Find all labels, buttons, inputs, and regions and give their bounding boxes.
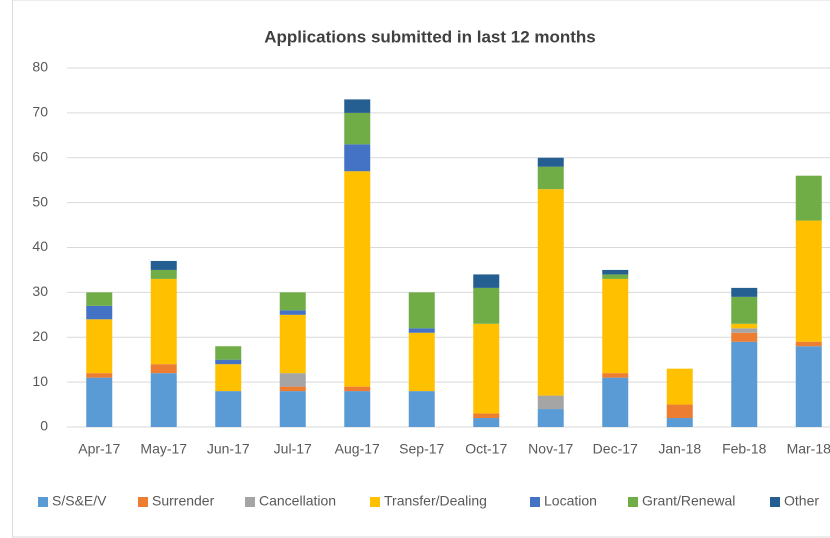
bar-segment: [344, 391, 371, 427]
bar-segment: [408, 391, 435, 427]
x-tick-label: Oct-17: [465, 441, 507, 457]
bar-segment: [408, 292, 435, 329]
bar-segment: [344, 99, 371, 113]
bar-segment: [150, 260, 177, 270]
bar-segment: [150, 364, 177, 374]
bar-segment: [602, 274, 629, 279]
chart-border: [12, 0, 830, 538]
legend-label: S/S&E/V: [52, 493, 107, 509]
bar-segment: [602, 278, 629, 374]
bar-segment: [473, 413, 500, 419]
bar-segment: [215, 359, 242, 365]
bar-segment: [408, 332, 435, 392]
bar-segment: [795, 175, 822, 221]
bar-segment: [602, 377, 629, 427]
bar-segment: [473, 274, 500, 288]
y-tick-label: 0: [40, 418, 48, 434]
bar-segment: [537, 166, 564, 190]
chart-title: Applications submitted in last 12 months: [264, 27, 596, 46]
bar-segment: [86, 377, 113, 427]
y-tick-label: 80: [32, 59, 48, 75]
x-tick-label: Nov-17: [528, 441, 573, 457]
bar-segment: [279, 386, 306, 392]
bar-segment: [473, 418, 500, 427]
legend-label: Surrender: [152, 493, 215, 509]
y-tick-label: 40: [32, 238, 48, 254]
bar-segment: [666, 368, 693, 405]
bar-segment: [795, 346, 822, 427]
bar-segment: [602, 373, 629, 378]
y-tick-label: 30: [32, 283, 48, 299]
bar-segment: [731, 328, 758, 333]
bar-segment: [795, 220, 822, 342]
bar-segment: [279, 391, 306, 427]
bar-segment: [537, 189, 564, 396]
x-tick-label: Apr-17: [78, 441, 120, 457]
legend-label: Cancellation: [259, 493, 336, 509]
bar-segment: [731, 341, 758, 427]
x-tick-label: Jul-17: [274, 441, 312, 457]
legend-swatch: [370, 497, 380, 507]
legend-swatch: [770, 497, 780, 507]
bar-segment: [731, 323, 758, 329]
bar-segment: [150, 269, 177, 279]
x-tick-label: Mar-18: [787, 441, 830, 457]
y-tick-label: 60: [32, 148, 48, 164]
legend-swatch: [38, 497, 48, 507]
bar-segment: [344, 386, 371, 392]
bar-segment: [86, 305, 113, 320]
bar-segment: [86, 319, 113, 374]
y-tick-label: 10: [32, 373, 48, 389]
x-tick-label: Feb-18: [722, 441, 767, 457]
x-tick-label: Jan-18: [658, 441, 701, 457]
x-tick-label: Aug-17: [335, 441, 380, 457]
legend-swatch: [138, 497, 148, 507]
bar-segment: [150, 373, 177, 427]
bar-segment: [731, 332, 758, 342]
bar-segment: [344, 171, 371, 387]
bar-segment: [537, 157, 564, 167]
bar-segment: [666, 418, 693, 427]
bar-segment: [408, 328, 435, 333]
bar-segment: [86, 373, 113, 378]
legend-label: Other: [784, 493, 819, 509]
bar-segment: [344, 144, 371, 172]
bar-segment: [279, 314, 306, 374]
bar-segment: [731, 296, 758, 324]
x-tick-label: Jun-17: [207, 441, 250, 457]
bar-segment: [473, 323, 500, 414]
bar-segment: [150, 278, 177, 365]
y-tick-label: 20: [32, 328, 48, 344]
bar-segment: [215, 346, 242, 360]
bar-segment: [537, 409, 564, 427]
legend-swatch: [628, 497, 638, 507]
bar-segment: [279, 373, 306, 387]
legend-swatch: [530, 497, 540, 507]
bar-segment: [602, 269, 629, 275]
x-tick-label: Sep-17: [399, 441, 444, 457]
legend-label: Location: [544, 493, 597, 509]
bar-segment: [215, 364, 242, 392]
bar-segment: [86, 292, 113, 306]
y-tick-label: 70: [32, 104, 48, 120]
legend-label: Grant/Renewal: [642, 493, 735, 509]
x-tick-label: Dec-17: [593, 441, 638, 457]
y-tick-label: 50: [32, 193, 48, 209]
bar-segment: [537, 395, 564, 410]
bar-segment: [731, 287, 758, 297]
x-tick-label: May-17: [140, 441, 187, 457]
legend-label: Transfer/Dealing: [384, 493, 487, 509]
bar-segment: [473, 287, 500, 324]
bar-segment: [666, 404, 693, 419]
bar-segment: [279, 310, 306, 315]
bar-segment: [344, 112, 371, 145]
bar-segment: [279, 292, 306, 311]
bar-segment: [795, 341, 822, 347]
legend-swatch: [245, 497, 255, 507]
bar-segment: [215, 391, 242, 427]
